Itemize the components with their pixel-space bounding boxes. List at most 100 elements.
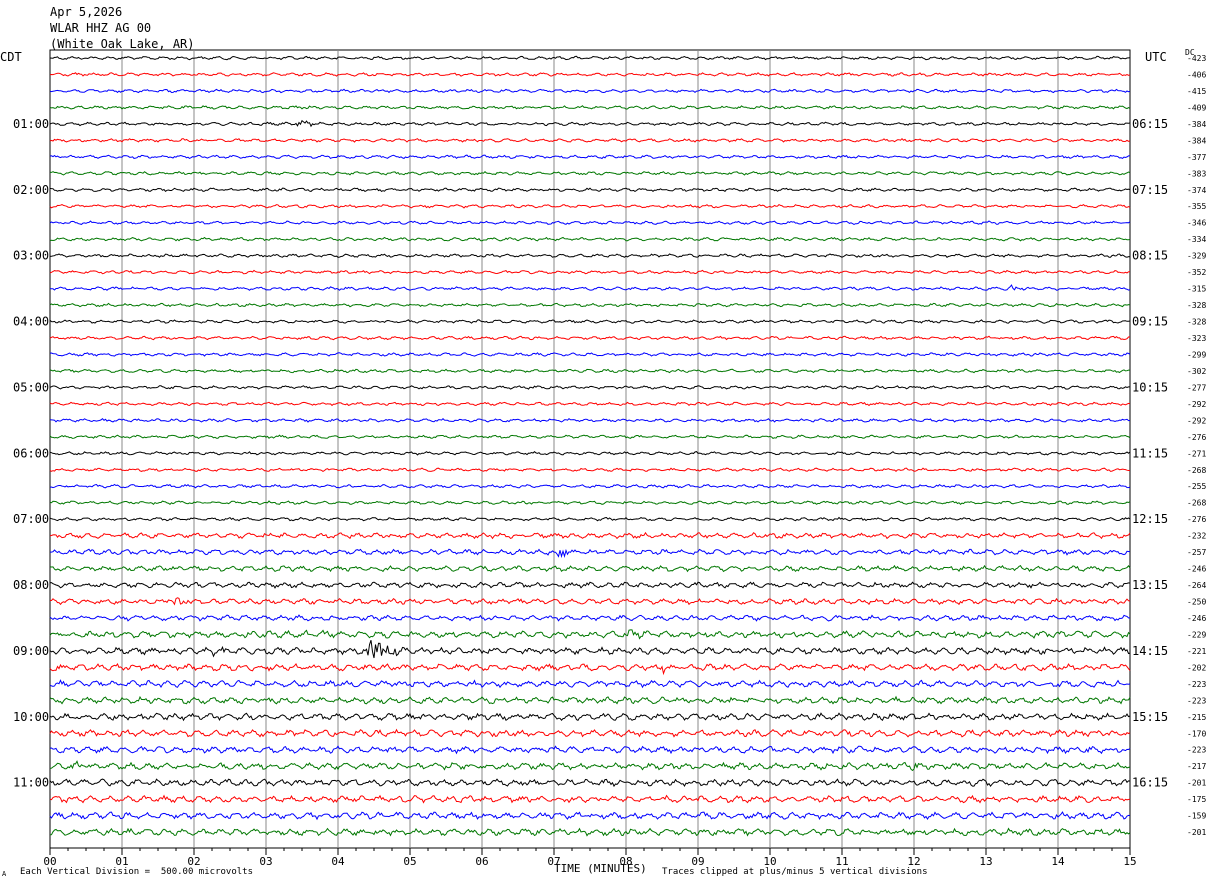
dc-offset-label: -255 bbox=[1187, 482, 1206, 491]
x-tick-label: 10 bbox=[763, 855, 776, 868]
dc-offset-label: -223 bbox=[1187, 746, 1206, 755]
x-tick-label: 00 bbox=[43, 855, 56, 868]
seismic-trace bbox=[49, 88, 1131, 94]
seismic-trace bbox=[49, 187, 1131, 193]
seismic-trace bbox=[49, 564, 1131, 573]
dc-offset-label: -384 bbox=[1187, 136, 1206, 145]
cdt-hour-label: 05:00 bbox=[13, 380, 49, 394]
dc-offset-label: -246 bbox=[1187, 565, 1206, 574]
seismic-trace bbox=[49, 778, 1131, 788]
seismic-trace bbox=[50, 548, 1131, 559]
seismic-trace bbox=[49, 640, 1131, 659]
seismic-trace bbox=[49, 614, 1131, 622]
seismic-trace bbox=[49, 811, 1131, 821]
seismic-trace bbox=[49, 401, 1131, 407]
seismic-trace bbox=[49, 794, 1131, 804]
dc-offset-label: -292 bbox=[1187, 416, 1206, 425]
dc-offset-label: -268 bbox=[1187, 466, 1206, 475]
corner-mark: A bbox=[2, 870, 7, 878]
seismic-trace bbox=[49, 105, 1131, 110]
cdt-hour-label: 11:00 bbox=[13, 776, 49, 790]
right-timezone-label: UTC bbox=[1145, 50, 1167, 64]
x-tick-label: 01 bbox=[115, 855, 128, 868]
x-tick-label: 09 bbox=[691, 855, 704, 868]
dc-offset-label: -355 bbox=[1187, 202, 1206, 211]
dc-offset-label: -377 bbox=[1187, 153, 1206, 162]
seismic-trace bbox=[49, 695, 1131, 705]
x-tick-label: 05 bbox=[403, 855, 416, 868]
dc-offset-label: -374 bbox=[1187, 186, 1206, 195]
seismic-trace bbox=[49, 531, 1131, 540]
seismic-trace bbox=[49, 760, 1131, 772]
utc-hour-label: 12:15 bbox=[1132, 512, 1168, 526]
dc-offset-label: -315 bbox=[1187, 285, 1206, 294]
dc-offset-label: -276 bbox=[1187, 515, 1206, 524]
utc-hour-label: 13:15 bbox=[1132, 578, 1168, 592]
axis-labels: 00 01 02 03 04 05 06 07 08 09 10 11 12 13 14 15 -423 -406… bbox=[13, 54, 1206, 868]
dc-header-label: DC bbox=[1185, 48, 1195, 57]
dc-offset-label: -221 bbox=[1187, 647, 1206, 656]
seismic-trace bbox=[50, 597, 1131, 606]
dc-offset-label: -415 bbox=[1187, 87, 1206, 96]
x-axis-title: TIME (MINUTES) bbox=[554, 862, 647, 875]
seismic-traces bbox=[49, 55, 1131, 837]
seismic-trace bbox=[49, 302, 1131, 308]
dc-offset-label: -383 bbox=[1187, 169, 1206, 178]
cdt-hour-label: 06:00 bbox=[13, 446, 49, 460]
x-tick-label: 06 bbox=[475, 855, 488, 868]
seismic-trace bbox=[49, 500, 1131, 505]
utc-hour-label: 06:15 bbox=[1132, 117, 1168, 131]
seismic-trace bbox=[49, 55, 1131, 61]
dc-offset-label: -328 bbox=[1187, 301, 1206, 310]
dc-offset-label: -229 bbox=[1187, 630, 1206, 639]
seismic-trace bbox=[49, 581, 1131, 589]
x-tick-label: 07 bbox=[547, 855, 560, 868]
seismic-trace bbox=[49, 451, 1131, 456]
seismic-trace bbox=[49, 119, 1131, 128]
x-tick-label: 14 bbox=[1051, 855, 1065, 868]
dc-offset-label: -323 bbox=[1187, 334, 1206, 343]
cdt-hour-label: 07:00 bbox=[13, 512, 49, 526]
location-label: (White Oak Lake, AR) bbox=[50, 37, 195, 51]
dc-offset-label: -201 bbox=[1187, 828, 1206, 837]
dc-offset-label: -201 bbox=[1187, 779, 1206, 788]
seismic-trace bbox=[49, 352, 1131, 357]
seismic-trace bbox=[49, 203, 1131, 209]
utc-hour-label: 07:15 bbox=[1132, 183, 1168, 197]
seismic-trace bbox=[49, 434, 1131, 440]
dc-offset-label: -292 bbox=[1187, 400, 1206, 409]
dc-offset-label: -170 bbox=[1187, 729, 1206, 738]
dc-offset-label: -232 bbox=[1187, 532, 1206, 541]
dc-offset-label: -159 bbox=[1187, 812, 1206, 821]
cdt-hour-label: 10:00 bbox=[13, 710, 49, 724]
dc-offset-label: -271 bbox=[1187, 449, 1206, 458]
dc-offset-label: -217 bbox=[1187, 762, 1206, 771]
seismic-trace bbox=[49, 467, 1131, 473]
cdt-hour-label: 04:00 bbox=[13, 315, 49, 329]
seismic-trace bbox=[49, 335, 1131, 341]
dc-offset-label: -302 bbox=[1187, 367, 1206, 376]
seismic-trace bbox=[49, 368, 1130, 374]
dc-offset-label: -423 bbox=[1187, 54, 1206, 63]
date-label: Apr 5,2026 bbox=[50, 5, 123, 19]
utc-hour-label: 14:15 bbox=[1132, 644, 1168, 658]
seismic-trace bbox=[49, 154, 1131, 160]
time-grid bbox=[49, 49, 1131, 855]
cdt-hour-label: 09:00 bbox=[13, 644, 49, 658]
utc-hour-label: 15:15 bbox=[1132, 710, 1168, 724]
dc-offset-label: -175 bbox=[1187, 795, 1206, 804]
seismic-trace bbox=[49, 745, 1131, 755]
x-tick-label: 03 bbox=[259, 855, 272, 868]
utc-hour-label: 16:15 bbox=[1132, 776, 1168, 790]
plot-frame bbox=[49, 49, 1131, 849]
dc-offset-label: -384 bbox=[1187, 120, 1206, 129]
seismic-trace bbox=[49, 827, 1131, 837]
cdt-hour-label: 08:00 bbox=[13, 578, 49, 592]
utc-hour-label: 09:15 bbox=[1132, 315, 1168, 329]
seismic-trace bbox=[49, 662, 1131, 676]
dc-offset-label: -223 bbox=[1187, 680, 1206, 689]
cdt-hour-label: 01:00 bbox=[13, 117, 49, 131]
x-tick-label: 02 bbox=[187, 855, 200, 868]
seismic-trace bbox=[49, 220, 1131, 225]
seismic-trace bbox=[49, 137, 1131, 143]
